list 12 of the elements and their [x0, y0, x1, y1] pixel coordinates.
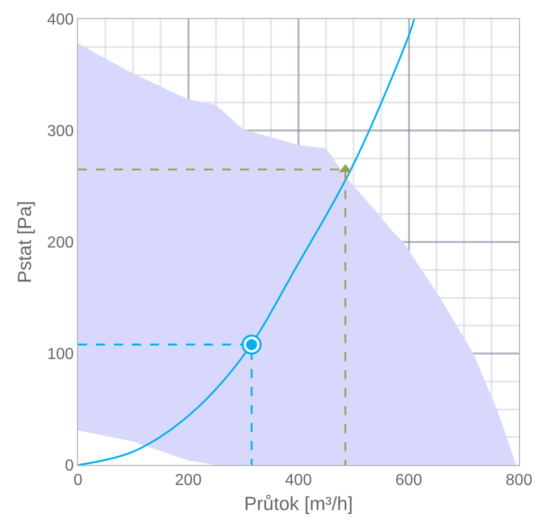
y-tick-label: 400 — [47, 12, 74, 29]
x-axis-title: Průtok [m³/h] — [244, 494, 353, 515]
x-tick-label: 200 — [174, 472, 202, 490]
y-tick-label: 0 — [64, 458, 74, 475]
y-tick-label: 300 — [47, 123, 74, 140]
line-series — [78, 19, 416, 465]
x-tick-label: 400 — [285, 472, 312, 490]
y-tick-label: 100 — [47, 346, 74, 364]
x-tick-label: 800 — [506, 472, 532, 490]
x-tick-label: 600 — [395, 472, 422, 490]
y-axis-title: Pstat [Pa] — [14, 200, 36, 284]
y-tick-label: 200 — [47, 234, 74, 252]
